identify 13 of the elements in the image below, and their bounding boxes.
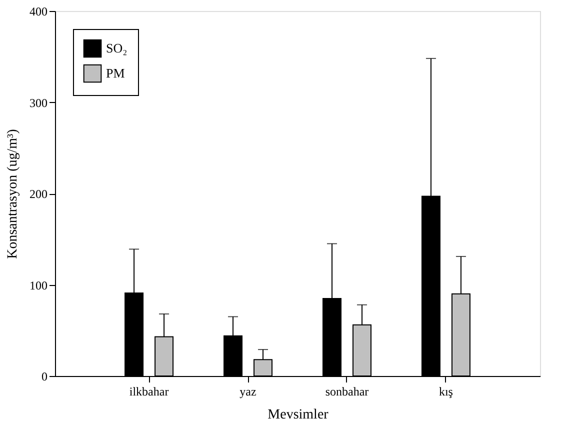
legend-label: PM	[106, 66, 126, 80]
legend-label: SO₂	[106, 40, 128, 56]
y-axis-title: Konsantrasyon (ug/m³)	[6, 128, 20, 259]
x-tick-label: ilkbahar	[129, 384, 169, 398]
y-tick-label: 100	[30, 278, 48, 292]
x-axis-title: Mevsimler	[268, 408, 329, 422]
x-tick-label: kış	[438, 384, 454, 398]
y-tick-label: 200	[30, 187, 48, 201]
y-tick-label: 0	[42, 370, 48, 384]
x-tick-label: sonbahar	[325, 384, 369, 398]
y-tick-label: 400	[30, 4, 48, 18]
x-tick-label: yaz	[240, 384, 256, 398]
y-tick-label: 300	[30, 96, 48, 110]
